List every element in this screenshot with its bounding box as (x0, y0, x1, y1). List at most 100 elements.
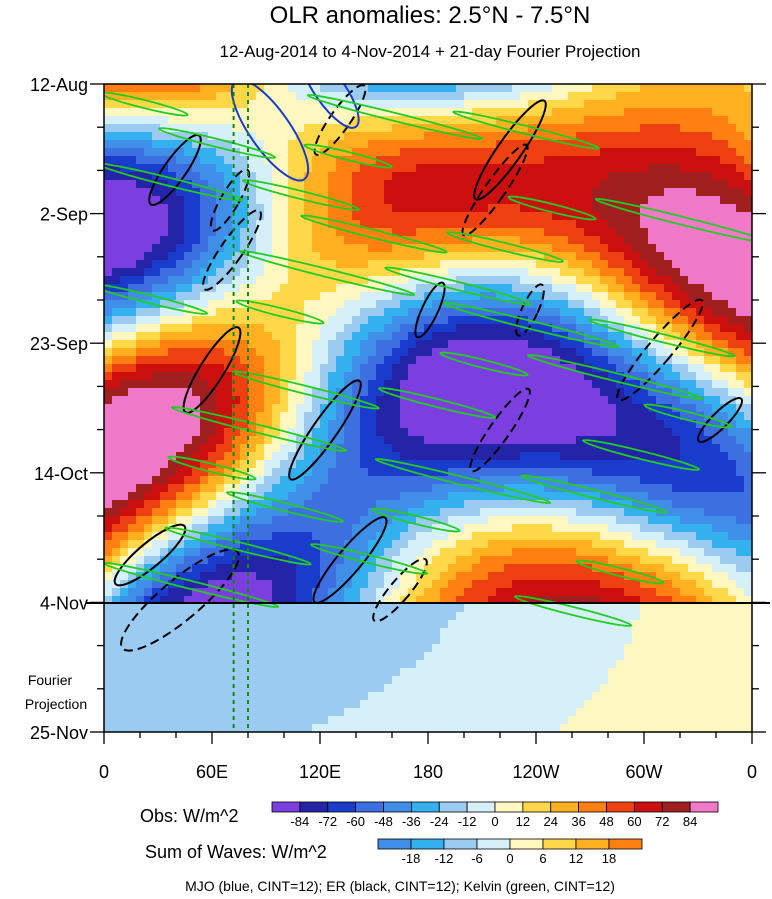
heatmap-cell (584, 292, 593, 301)
heatmap-cell (168, 412, 177, 421)
heatmap-cell (648, 140, 657, 149)
heatmap-cell (232, 300, 241, 309)
heatmap-cell (144, 124, 153, 133)
heatmap-cell (184, 372, 193, 381)
heatmap-cell (552, 252, 561, 261)
heatmap-cell (312, 412, 321, 421)
heatmap-cell (320, 124, 329, 133)
heatmap-cell (616, 516, 625, 525)
heatmap-cell (640, 348, 649, 357)
heatmap-cell (504, 324, 513, 333)
heatmap-cell (680, 316, 689, 325)
heatmap-cell (464, 292, 473, 301)
heatmap-cell (392, 548, 401, 557)
heatmap-cell (224, 172, 233, 181)
heatmap-cell (216, 260, 225, 269)
heatmap-cell (120, 236, 129, 245)
heatmap-cell (200, 508, 209, 517)
heatmap-cell (176, 108, 185, 117)
chart-subtitle: 12-Aug-2014 to 4-Nov-2014 + 21-day Fouri… (220, 42, 641, 61)
heatmap-cell (632, 532, 641, 541)
heatmap-cell (584, 372, 593, 381)
heatmap-cell (352, 236, 361, 245)
heatmap-cell (272, 244, 281, 253)
heatmap-cell (264, 252, 273, 261)
heatmap-cell (648, 316, 657, 325)
heatmap-cell (176, 572, 185, 581)
heatmap-cell (360, 500, 369, 509)
heatmap-cell (720, 452, 729, 461)
heatmap-cell (544, 452, 553, 461)
heatmap-cell (600, 508, 609, 517)
heatmap-cell (416, 236, 425, 245)
heatmap-cell (728, 292, 737, 301)
heatmap-cell (576, 156, 585, 165)
heatmap-cell (272, 268, 281, 277)
heatmap-cell (304, 468, 313, 477)
heatmap-cell (288, 340, 297, 349)
heatmap-cell (584, 268, 593, 277)
heatmap-cell (440, 412, 449, 421)
heatmap-cell (320, 356, 329, 365)
heatmap-cell (728, 308, 737, 317)
heatmap-cell (664, 460, 673, 469)
heatmap-cell (400, 212, 409, 221)
heatmap-cell (608, 140, 617, 149)
heatmap-cell (632, 140, 641, 149)
heatmap-cell (496, 212, 505, 221)
heatmap-cell (464, 252, 473, 261)
heatmap-cell (232, 420, 241, 429)
heatmap-cell (560, 524, 569, 533)
heatmap-cell (456, 188, 465, 197)
heatmap-cell (712, 548, 721, 557)
heatmap-cell (112, 220, 121, 229)
heatmap-cell (536, 308, 545, 317)
heatmap-cell (464, 172, 473, 181)
heatmap-cell (560, 156, 569, 165)
heatmap-cell (248, 196, 257, 205)
heatmap-cell (624, 252, 633, 261)
heatmap-cell (192, 540, 201, 549)
heatmap-cell (432, 188, 441, 197)
heatmap-cell (560, 420, 569, 429)
heatmap-cell (536, 396, 545, 405)
heatmap-cell (736, 492, 745, 501)
heatmap-cell (472, 220, 481, 229)
heatmap-cell (384, 500, 393, 509)
heatmap-cell (376, 380, 385, 389)
heatmap-cell (168, 84, 177, 93)
heatmap-cell (736, 532, 745, 541)
heatmap-cell (128, 492, 137, 501)
heatmap-cell (288, 556, 297, 565)
heatmap-cell (704, 396, 713, 405)
heatmap-cell (552, 236, 561, 245)
heatmap-cell (424, 228, 433, 237)
heatmap-cell (344, 388, 353, 397)
heatmap-cell (544, 236, 553, 245)
heatmap-cell (728, 556, 737, 565)
heatmap-cell (376, 484, 385, 493)
heatmap-cell (144, 372, 153, 381)
heatmap-cell (232, 468, 241, 477)
heatmap-cell (344, 476, 353, 485)
heatmap-cell (168, 532, 177, 541)
heatmap-cell (544, 436, 553, 445)
heatmap-cell (624, 460, 633, 469)
heatmap-cell (304, 388, 313, 397)
heatmap-cell (416, 132, 425, 141)
heatmap-cell (448, 92, 457, 101)
heatmap-cell (304, 452, 313, 461)
heatmap-cell (536, 332, 545, 341)
heatmap-cell (736, 156, 745, 165)
heatmap-cell (648, 84, 657, 93)
heatmap-cell (248, 316, 257, 325)
heatmap-cell (152, 156, 161, 165)
heatmap-cell (648, 396, 657, 405)
heatmap-cell (688, 212, 697, 221)
heatmap-cell (224, 364, 233, 373)
heatmap-cell (624, 412, 633, 421)
heatmap-cell (456, 284, 465, 293)
heatmap-cell (568, 196, 577, 205)
heatmap-cell (392, 532, 401, 541)
heatmap-cell (648, 524, 657, 533)
